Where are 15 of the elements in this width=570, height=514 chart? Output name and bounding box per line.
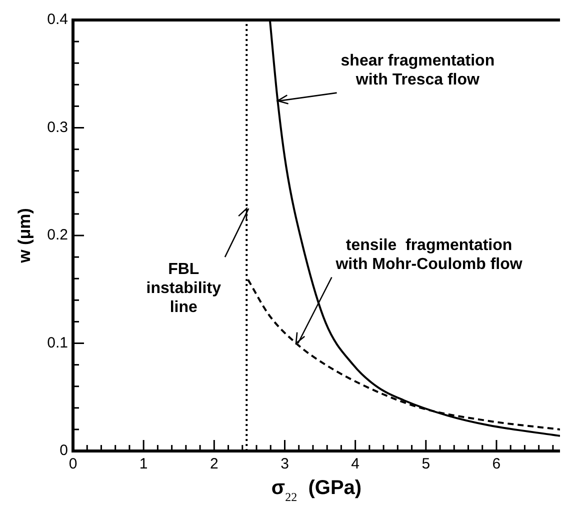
y-tick-label: 0	[60, 442, 68, 460]
y-tick-label: 0.2	[47, 226, 68, 244]
x-tick-label: 1	[139, 456, 148, 473]
x-tick-label: 2	[210, 456, 218, 473]
y-axis-title: w (μm)	[15, 208, 34, 264]
x-tick-label: 6	[492, 456, 501, 473]
annotation: tensile fragmentation with Mohr-Coulomb flow	[334, 237, 523, 274]
x-tick-label: 5	[422, 456, 430, 473]
x-tick-label: 4	[351, 456, 360, 473]
y-tick-label: 0.3	[47, 118, 68, 136]
y-tick-label: 0.4	[47, 11, 68, 28]
y-tick-label: 0.1	[47, 334, 68, 352]
annotation: shear fragmentation with Tresca flow	[340, 52, 495, 89]
annotation: FBL instability line	[146, 260, 222, 316]
x-tick-label: 3	[280, 456, 289, 473]
